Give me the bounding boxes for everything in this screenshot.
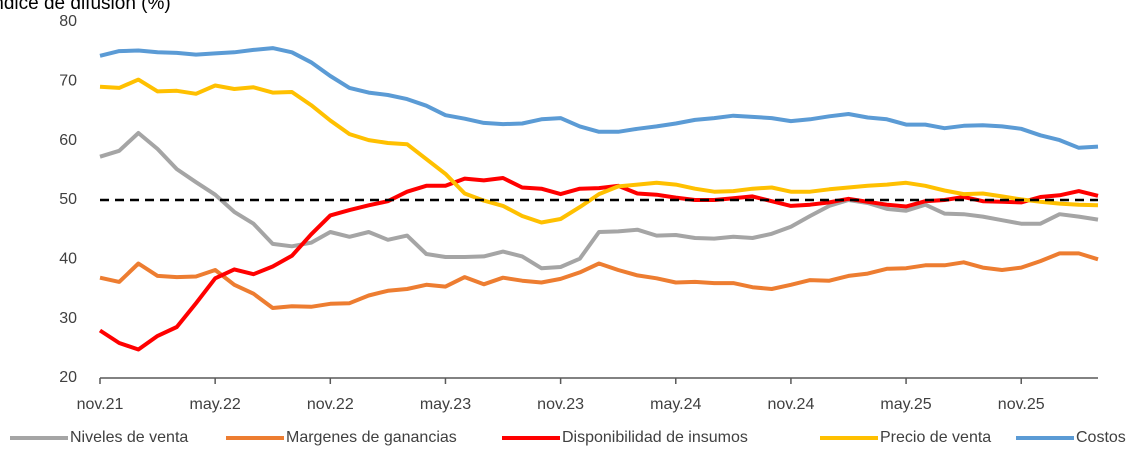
x-tick-label: nov.25 xyxy=(998,396,1045,413)
x-tick-label: nov.24 xyxy=(767,396,814,413)
line-series xyxy=(99,251,1099,310)
legend-label: Costos xyxy=(1076,429,1126,446)
x-tick-label: may.23 xyxy=(420,396,471,413)
y-tick-label: 40 xyxy=(59,251,77,268)
chart-title: Índice de difusión (%) xyxy=(0,0,171,14)
line-series xyxy=(99,46,1099,150)
y-tick-label: 30 xyxy=(59,310,77,327)
y-tick-label: 80 xyxy=(59,13,77,30)
y-tick-label: 50 xyxy=(59,191,77,208)
y-tick-label: 60 xyxy=(59,132,77,149)
legend-label: Niveles de venta xyxy=(70,429,188,446)
line-series xyxy=(99,77,1099,225)
line-series xyxy=(99,131,1099,271)
y-tick-label: 20 xyxy=(59,369,77,386)
y-tick-label: 70 xyxy=(59,73,77,90)
x-tick-label: may.25 xyxy=(880,396,931,413)
legend-label: Precio de venta xyxy=(880,429,991,446)
x-tick-label: may.24 xyxy=(650,396,701,413)
x-tick-label: nov.21 xyxy=(77,396,124,413)
x-tick-label: nov.23 xyxy=(537,396,584,413)
x-tick-label: nov.22 xyxy=(307,396,354,413)
legend-label: Margenes de ganancias xyxy=(286,429,457,446)
x-tick-label: may.22 xyxy=(190,396,241,413)
legend-label: Disponibilidad de insumos xyxy=(562,429,748,446)
